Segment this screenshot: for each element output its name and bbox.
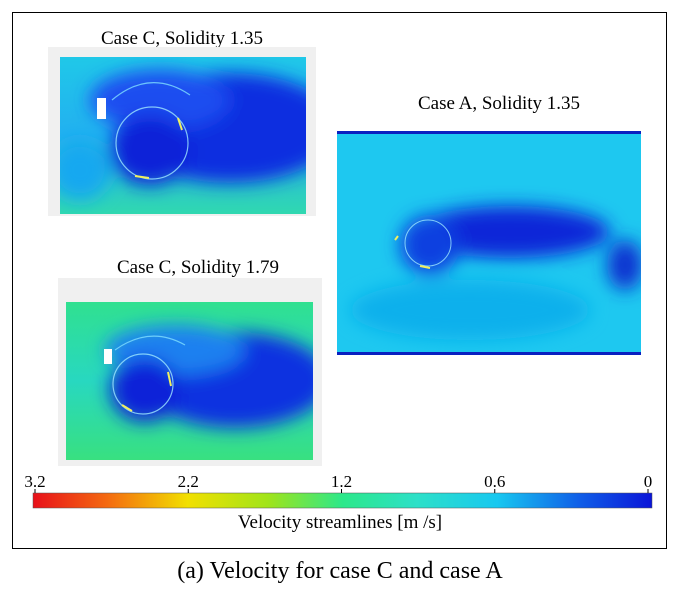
flow-field: [337, 131, 641, 355]
colorbar: [32, 492, 653, 509]
colorbar-label: Velocity streamlines [m /s]: [238, 512, 442, 533]
panel-title: Case C, Solidity 1.79: [117, 257, 279, 278]
colorbar-tick-label: 2.2: [178, 472, 199, 491]
colorbar-gradient: [32, 492, 653, 509]
flow-field: [60, 57, 306, 214]
figure-frame: [12, 12, 667, 549]
panel-title: Case C, Solidity 1.35: [101, 28, 263, 49]
colorbar-tick-label: 0.6: [484, 472, 505, 491]
panel-title: Case A, Solidity 1.35: [418, 93, 580, 114]
colorbar-tick-label: 0: [644, 472, 653, 491]
flow-field: [66, 302, 313, 460]
figure-caption: (a) Velocity for case C and case A: [177, 558, 503, 584]
colorbar-tick-label: 1.2: [331, 472, 352, 491]
colorbar-tick-label: 3.2: [24, 472, 45, 491]
